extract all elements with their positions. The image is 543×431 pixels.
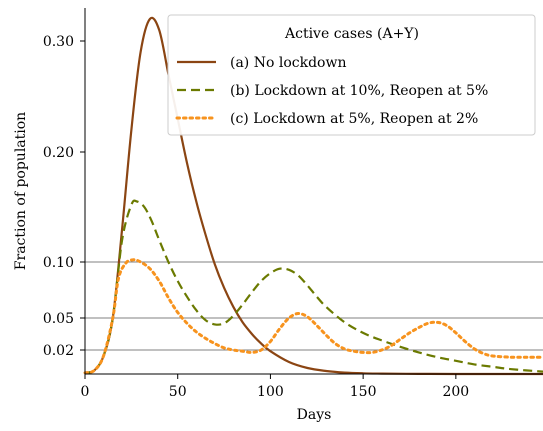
y-tick-label: 0.05 (43, 311, 74, 327)
x-tick-label: 150 (350, 384, 377, 400)
y-tick-label: 0.10 (43, 255, 74, 271)
y-tick-label: 0.20 (43, 145, 74, 161)
x-axis-title: Days (297, 407, 332, 423)
legend-title: Active cases (A+Y) (284, 26, 419, 42)
series-line-lockdown-10 (84, 199, 543, 374)
y-axis-ticks: 0.02 0.05 0.10 0.20 0.30 (43, 34, 85, 359)
y-tick-label: 0.02 (43, 343, 74, 359)
legend: Active cases (A+Y) (a) No lockdown (b) L… (167, 14, 536, 136)
x-tick-label: 50 (169, 384, 187, 400)
legend-label-lockdown-5: (c) Lockdown at 5%, Reopen at 2% (230, 111, 478, 127)
series-lines (83, 16, 543, 376)
x-tick-label: 100 (257, 384, 284, 400)
x-tick-label: 200 (442, 384, 469, 400)
legend-label-lockdown-10: (b) Lockdown at 10%, Reopen at 5% (230, 83, 488, 99)
legend-label-no-lockdown: (a) No lockdown (230, 55, 346, 71)
x-axis-ticks: 0 50 100 150 200 (81, 374, 469, 400)
y-axis-title: Fraction of population (13, 112, 29, 270)
series-line-lockdown-5 (83, 258, 543, 375)
x-tick-label: 0 (81, 384, 90, 400)
series-line-no-lockdown (84, 16, 543, 376)
reference-lines (85, 261, 543, 351)
y-tick-label: 0.30 (43, 34, 74, 50)
legend-box (167, 14, 536, 136)
